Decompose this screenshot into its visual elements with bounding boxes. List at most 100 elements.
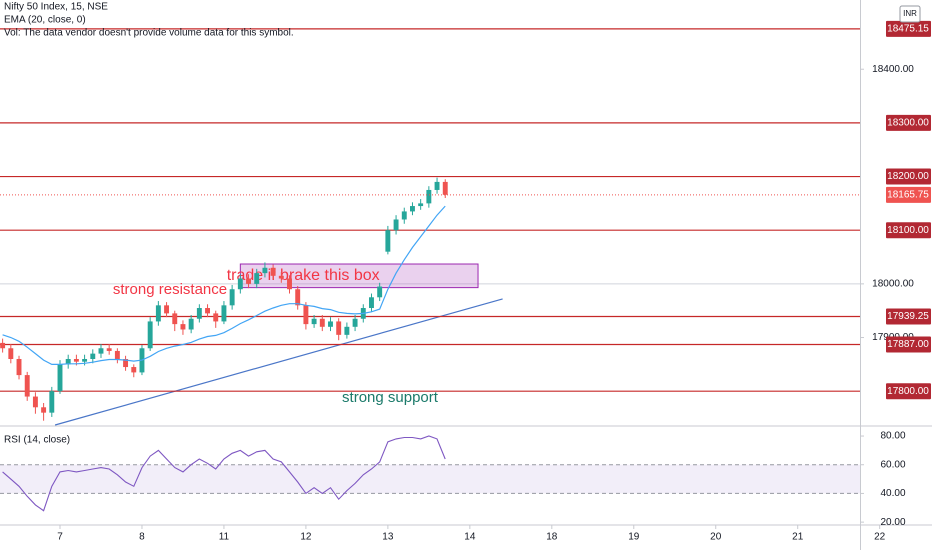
- rsi-title: RSI (14, close): [4, 435, 70, 446]
- candle-body: [246, 278, 251, 284]
- level-label: 18300.00: [887, 118, 929, 129]
- candle-body: [287, 278, 292, 290]
- candle-body: [188, 318, 194, 330]
- rsi-line: [2, 435, 446, 512]
- candle-body: [344, 326, 350, 335]
- candle-body: [155, 305, 161, 322]
- candle-body: [385, 230, 391, 252]
- candle-body: [180, 324, 186, 330]
- x-tick-label: 8: [139, 532, 145, 543]
- candle-body: [172, 313, 178, 325]
- x-tick-label: 7: [57, 532, 63, 543]
- rsi-tick-label: 80.00: [880, 431, 905, 442]
- candle-body: [90, 353, 96, 359]
- candle-body: [229, 289, 235, 306]
- candle-body: [311, 318, 317, 325]
- trendline: [54, 298, 503, 426]
- legend-text: Vol: The data vendor doesn't provide vol…: [4, 28, 294, 39]
- candle-body: [270, 267, 276, 276]
- candle-body: [205, 308, 210, 314]
- candle-body: [262, 267, 268, 274]
- level-label-bg: [886, 114, 931, 131]
- ema-line: [2, 205, 446, 365]
- last-price-bg: [886, 186, 931, 203]
- level-label-bg: [886, 168, 931, 185]
- candle-body: [352, 318, 358, 327]
- x-tick-label: 12: [300, 532, 312, 543]
- candle-body: [303, 305, 309, 325]
- rsi-band: [0, 464, 860, 494]
- x-tick-label: 21: [792, 532, 804, 543]
- candle-body: [254, 273, 260, 284]
- x-tick-label: 18: [546, 532, 558, 543]
- candle-body: [434, 181, 440, 190]
- candle-body: [328, 321, 333, 327]
- candle-body: [213, 313, 219, 322]
- x-tick-label: 14: [464, 532, 476, 543]
- candle-body: [8, 348, 14, 359]
- currency-badge: INR: [903, 9, 917, 18]
- candle-body: [32, 396, 38, 408]
- level-label-bg: [886, 336, 931, 353]
- level-label: 18100.00: [887, 225, 929, 236]
- x-tick-label: 22: [874, 532, 886, 543]
- candle-body: [49, 391, 55, 413]
- candle-body: [196, 308, 202, 319]
- level-label: 17800.00: [887, 386, 929, 397]
- legend-text: EMA (20, close, 0): [4, 15, 86, 26]
- level-label-bg: [886, 20, 931, 37]
- candle-body: [16, 358, 22, 376]
- rsi-tick-label: 20.00: [880, 517, 905, 528]
- level-label-bg: [886, 222, 931, 239]
- candle-body: [0, 342, 6, 349]
- candle-body: [98, 348, 104, 354]
- legend-text: Nifty 50 Index, 15, NSE: [4, 2, 108, 13]
- candle-body: [106, 348, 112, 351]
- candle-body: [401, 211, 407, 220]
- candle-body: [73, 358, 79, 362]
- candle-body: [426, 189, 432, 204]
- x-tick-label: 20: [710, 532, 722, 543]
- candle-body: [410, 206, 415, 212]
- level-label-bg: [886, 308, 931, 325]
- x-tick-label: 13: [382, 532, 394, 543]
- level-label-bg: [886, 383, 931, 400]
- level-label: 18200.00: [887, 171, 929, 182]
- candle-body: [114, 350, 120, 359]
- y-tick-label: 18000.00: [872, 279, 914, 290]
- candle-body: [147, 321, 153, 349]
- candle-body: [82, 358, 88, 362]
- level-label: 18475.15: [887, 24, 929, 35]
- candle-body: [278, 275, 284, 279]
- candle-body: [57, 364, 63, 392]
- candle-body: [369, 297, 374, 309]
- x-tick-label: 19: [628, 532, 640, 543]
- candle-body: [123, 358, 129, 368]
- last-price-label: 18165.75: [887, 190, 929, 201]
- level-label: 17939.25: [887, 311, 929, 322]
- candle-body: [131, 367, 137, 373]
- currency-badge-bg: [899, 5, 921, 23]
- candle-body: [221, 305, 227, 322]
- candle-body: [237, 278, 243, 290]
- annotation: strong support: [342, 389, 439, 406]
- candle-body: [41, 407, 47, 413]
- candle-body: [377, 286, 383, 298]
- candle-body: [164, 305, 170, 314]
- annotation: strong resistance: [113, 281, 227, 298]
- candle-body: [418, 203, 424, 207]
- candle-body: [393, 219, 399, 231]
- x-tick-label: 11: [219, 532, 230, 543]
- y-tick-label: 18400.00: [872, 64, 914, 75]
- candle-body: [24, 375, 30, 397]
- level-label: 17887.00: [887, 339, 929, 350]
- rsi-tick-label: 40.00: [880, 488, 905, 499]
- candle-body: [319, 318, 325, 327]
- candle-body: [65, 358, 71, 365]
- candle-body: [295, 289, 301, 306]
- candle-body: [336, 321, 342, 335]
- candle-body: [442, 181, 448, 195]
